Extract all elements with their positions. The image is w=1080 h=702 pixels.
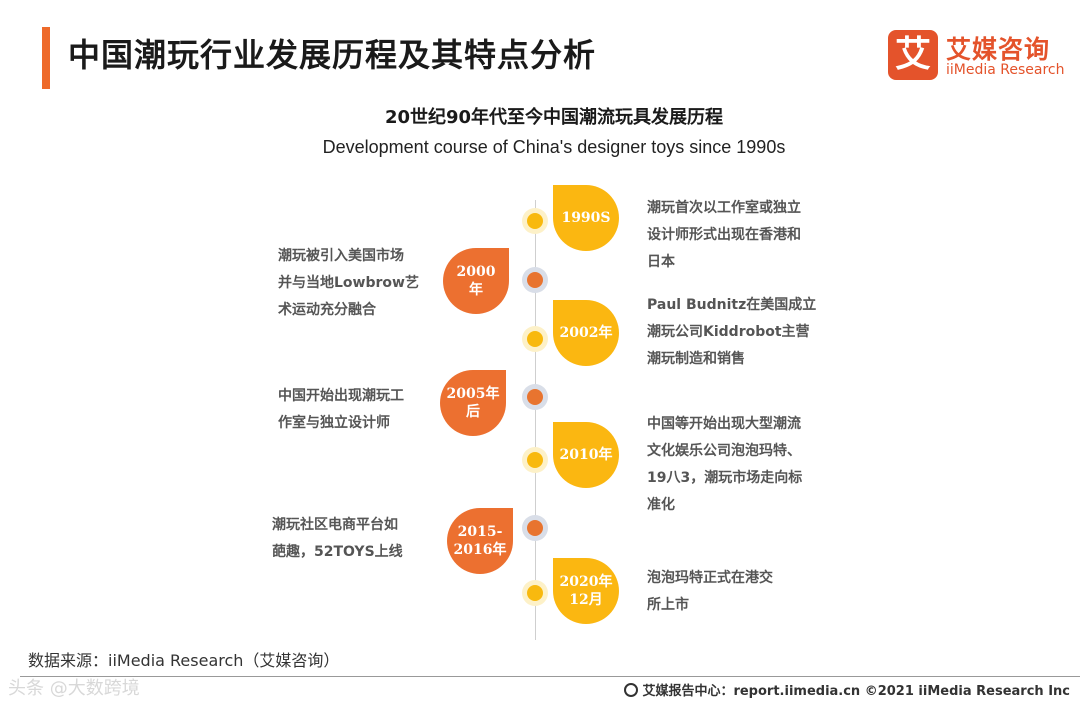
badge-label-line: 2010年 bbox=[559, 447, 613, 463]
description-line: 作室与独立设计师 bbox=[278, 415, 390, 431]
timeline-description: 中国开始出现潮玩工 作室与独立设计师 bbox=[278, 383, 438, 437]
timeline-badge: 2005年 后 bbox=[440, 370, 506, 436]
timeline-axis bbox=[535, 200, 536, 640]
timeline-description: 潮玩被引入美国市场 并与当地Lowbrow艺 术运动充分融合 bbox=[278, 243, 438, 324]
description-line: 潮玩被引入美国市场 bbox=[278, 248, 404, 264]
description-line: 潮玩首次以工作室或独立 bbox=[647, 200, 801, 216]
badge-label-line: 后 bbox=[466, 404, 480, 420]
globe-icon bbox=[624, 683, 639, 697]
logo-text-cn: 艾媒咨询 bbox=[946, 35, 1051, 64]
badge-label-line: 2005年 bbox=[446, 386, 500, 402]
timeline-badge: 2010年 bbox=[553, 422, 619, 488]
watermark: 头条 @大数跨境 bbox=[8, 678, 140, 699]
description-line: 准化 bbox=[647, 497, 675, 513]
description-line: 潮玩制造和销售 bbox=[647, 351, 745, 367]
subtitle-en: Development course of China's designer t… bbox=[322, 137, 786, 157]
timeline-description: 潮玩首次以工作室或独立 设计师形式出现在香港和 日本 bbox=[647, 195, 832, 276]
description-line: 19八3，潮玩市场走向标 bbox=[647, 470, 803, 486]
timeline-dot bbox=[522, 515, 548, 541]
title-accent-bar bbox=[42, 27, 50, 89]
badge-label-line: 2016年 bbox=[453, 542, 507, 558]
timeline-dot bbox=[522, 267, 548, 293]
description-line: 文化娱乐公司泡泡玛特、 bbox=[647, 443, 801, 459]
description-line: 所上市 bbox=[647, 597, 689, 613]
timeline-badge: 2015- 2016年 bbox=[447, 508, 513, 574]
description-line: Paul Budnitz在美国成立 bbox=[647, 297, 817, 313]
description-line: 潮玩公司Kiddrobot主营 bbox=[647, 324, 810, 340]
timeline-description: 泡泡玛特正式在港交 所上市 bbox=[647, 565, 832, 619]
subtitle-cn: 20世纪90年代至今中国潮流玩具发展历程 bbox=[384, 107, 724, 128]
description-line: 潮玩社区电商平台如 bbox=[272, 517, 398, 533]
timeline-badge: 2002年 bbox=[553, 300, 619, 366]
timeline-dot bbox=[522, 208, 548, 234]
description-line: 葩趣，52TOYS上线 bbox=[272, 544, 403, 560]
timeline-badge: 1990S bbox=[553, 185, 619, 251]
badge-label-line: 2002年 bbox=[559, 325, 613, 341]
badge-label-line: 12月 bbox=[569, 592, 603, 608]
badge-label-line: 1990S bbox=[561, 210, 611, 226]
description-line: 日本 bbox=[647, 254, 675, 270]
page-title: 中国潮玩行业发展历程及其特点分析 bbox=[68, 36, 597, 74]
footer-text: 艾媒报告中心：report.iimedia.cn ©2021 iiMedia R… bbox=[642, 684, 1070, 699]
timeline-dot bbox=[522, 580, 548, 606]
timeline-badge: 2020年 12月 bbox=[553, 558, 619, 624]
badge-label-line: 2020年 bbox=[559, 574, 613, 590]
timeline-description: 中国等开始出现大型潮流 文化娱乐公司泡泡玛特、 19八3，潮玩市场走向标 准化 bbox=[647, 411, 832, 519]
description-line: 并与当地Lowbrow艺 bbox=[278, 275, 419, 291]
description-line: 术运动充分融合 bbox=[278, 302, 376, 318]
footer-credit: 艾媒报告中心：report.iimedia.cn ©2021 iiMedia R… bbox=[624, 680, 1070, 699]
timeline-dot bbox=[522, 384, 548, 410]
data-source: 数据来源：iiMedia Research（艾媒咨询） bbox=[28, 651, 340, 670]
description-line: 泡泡玛特正式在港交 bbox=[647, 570, 773, 586]
logo-mark-icon: 艾 bbox=[888, 30, 938, 80]
footer-divider bbox=[20, 676, 1080, 677]
description-line: 设计师形式出现在香港和 bbox=[647, 227, 801, 243]
badge-label-line: 年 bbox=[469, 282, 483, 298]
timeline-description: Paul Budnitz在美国成立 潮玩公司Kiddrobot主营 潮玩制造和销… bbox=[647, 292, 832, 373]
badge-label-line: 2000 bbox=[456, 264, 496, 280]
timeline-description: 潮玩社区电商平台如 葩趣，52TOYS上线 bbox=[272, 512, 432, 566]
description-line: 中国开始出现潮玩工 bbox=[278, 388, 404, 404]
description-line: 中国等开始出现大型潮流 bbox=[647, 416, 801, 432]
logo-text-en: iiMedia Research bbox=[946, 62, 1065, 78]
timeline-dot bbox=[522, 326, 548, 352]
brand-logo: 艾 艾媒咨询 iiMedia Research bbox=[888, 30, 1068, 82]
badge-label-line: 2015- bbox=[457, 524, 503, 540]
timeline-dot bbox=[522, 447, 548, 473]
timeline-badge: 2000 年 bbox=[443, 248, 509, 314]
